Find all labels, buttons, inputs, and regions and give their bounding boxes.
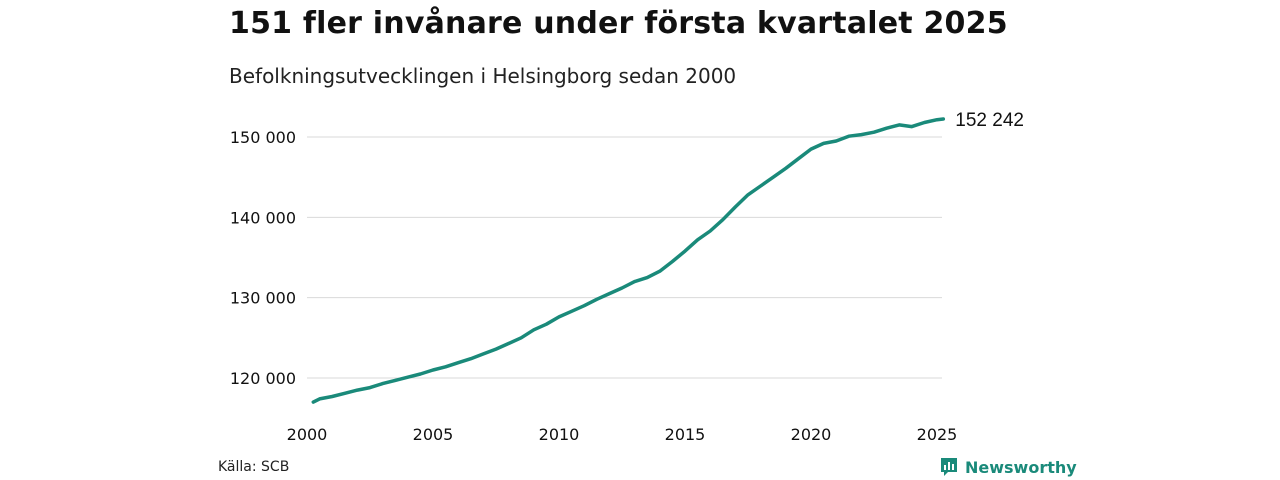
y-axis-ticks: 120 000 130 000 140 000 150 000 [230,128,296,388]
source-note: Källa: SCB [218,459,290,475]
y-tick-label: 120 000 [230,369,296,388]
x-tick-label: 2010 [539,425,580,444]
brand-logo: Newsworthy [939,456,1077,478]
gridlines [307,136,942,379]
x-tick-label: 2020 [791,425,832,444]
y-tick-label: 150 000 [230,128,296,147]
x-tick-label: 2000 [287,425,328,444]
x-tick-label: 2025 [917,425,958,444]
y-tick-label: 130 000 [230,289,296,308]
y-tick-label: 140 000 [230,208,296,227]
x-tick-label: 2005 [413,425,454,444]
end-value-label: 152 242 [955,110,1024,131]
newsworthy-logo-icon [941,458,957,476]
chart-title: 151 fler invånare under första kvartalet… [229,6,1008,41]
chart-subtitle: Befolkningsutvecklingen i Helsingborg se… [229,64,737,88]
x-tick-label: 2015 [665,425,706,444]
series-line-population [311,117,946,404]
x-axis-ticks: 2000 2005 2010 2015 2020 2025 [287,425,958,444]
brand-name: Newsworthy [965,457,1077,477]
